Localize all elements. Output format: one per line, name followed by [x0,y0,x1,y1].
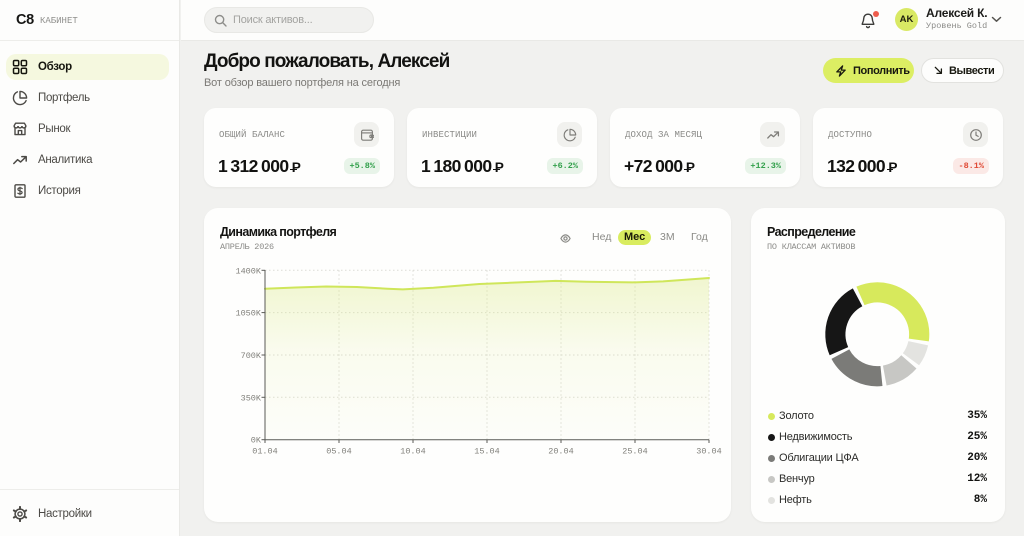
svg-text:15.04: 15.04 [474,447,500,457]
svg-text:01.04: 01.04 [252,447,278,457]
svg-text:25.04: 25.04 [622,447,648,457]
svg-text:1400K: 1400K [235,266,261,276]
svg-text:05.04: 05.04 [326,447,352,457]
svg-text:350K: 350K [241,393,262,403]
svg-text:700K: 700K [241,351,262,361]
svg-text:30.04: 30.04 [696,447,722,457]
svg-text:20.04: 20.04 [548,447,574,457]
svg-text:1050K: 1050K [235,309,261,319]
svg-text:10.04: 10.04 [400,447,426,457]
svg-text:0K: 0K [251,436,262,446]
